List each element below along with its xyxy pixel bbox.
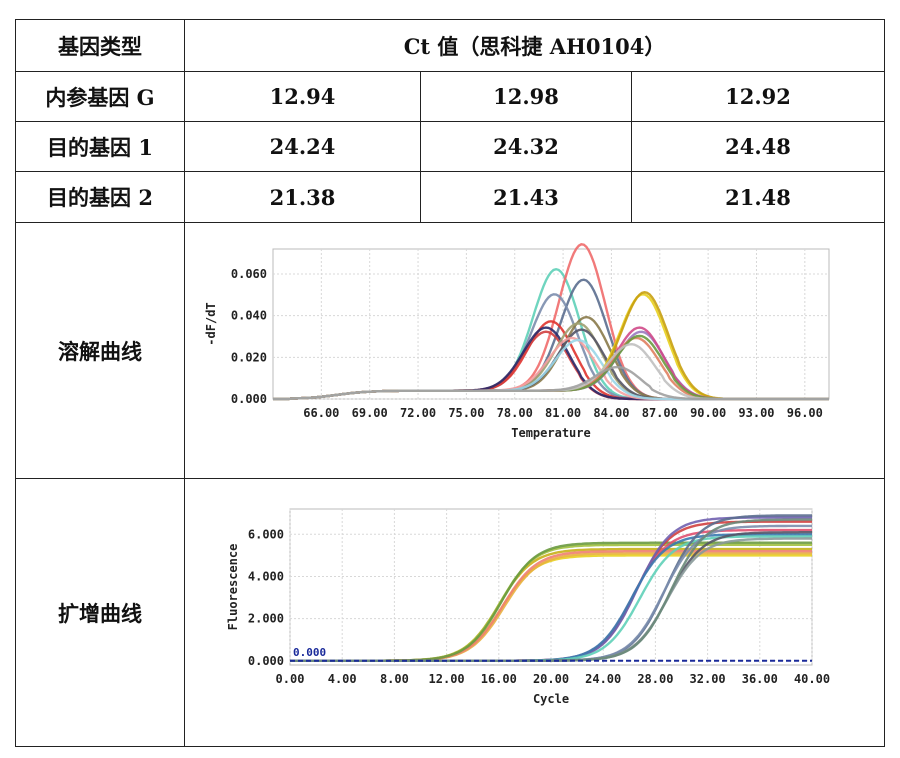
x-tick-label: 16.00: [481, 672, 517, 686]
y-axis-label: Fluorescence: [226, 544, 240, 631]
y-tick-label: 6.000: [248, 527, 284, 541]
y-tick-label: 0.060: [231, 267, 267, 281]
y-tick-label: 4.000: [248, 569, 284, 583]
ct-cell: 12.98: [420, 71, 632, 122]
x-tick-label: 40.00: [794, 672, 830, 686]
ct-cell: 12.92: [630, 71, 886, 122]
x-tick-label: 87.00: [642, 406, 678, 420]
amp-curve-cell: 0.00 4.00 8.00 12.00 16.00 20.00 24.00 28.00 32.…: [183, 478, 886, 747]
x-axis-label: Temperature: [511, 426, 590, 440]
x-tick-label: 24.00: [585, 672, 621, 686]
table-row: 目的基因 1 24.24 24.32 24.48: [15, 121, 886, 172]
x-tick-label: 8.00: [380, 672, 409, 686]
melt-curve-cell: 66.00 69.00 72.00 75.00 78.00 81.00 84.00 87.00…: [183, 222, 886, 479]
y-tick-label: 0.040: [231, 309, 267, 323]
ct-cell: 21.48: [630, 171, 886, 223]
melt-curve-row: 溶解曲线 66.00 69.00 72.00 75.00 78.00 81.00 84.00…: [15, 222, 886, 479]
x-tick-label: 69.00: [352, 406, 388, 420]
table-row: 目的基因 2 21.38 21.43 21.48: [15, 171, 886, 223]
x-tick-label: 96.00: [787, 406, 823, 420]
row-label: 目的基因 1: [15, 121, 185, 172]
x-tick-label: 0.00: [276, 672, 305, 686]
x-tick-label: 66.00: [303, 406, 339, 420]
threshold-label: 0.000: [293, 646, 326, 659]
x-tick-label: 12.00: [429, 672, 465, 686]
melt-curve-chart: 66.00 69.00 72.00 75.00 78.00 81.00 84.00 87.00…: [204, 243, 830, 440]
table-row: 内参基因 G 12.94 12.98 12.92: [15, 71, 886, 122]
x-axis-label: Cycle: [533, 692, 569, 706]
x-tick-label: 75.00: [448, 406, 484, 420]
y-tick-label: 0.000: [231, 392, 267, 406]
ct-cell: 24.32: [420, 121, 632, 172]
x-tick-label: 84.00: [593, 406, 629, 420]
x-tick-label: 72.00: [400, 406, 436, 420]
x-tick-label: 93.00: [738, 406, 774, 420]
header-row: 基因类型 Ct 值（思科捷 AH0104）: [15, 19, 886, 72]
amp-curve-chart: 0.00 4.00 8.00 12.00 16.00 20.00 24.00 28.00 32.…: [226, 508, 830, 706]
ct-cell: 24.48: [630, 121, 886, 172]
y-tick-label: 2.000: [248, 612, 284, 626]
x-tick-label: 81.00: [545, 406, 581, 420]
x-tick-label: 4.00: [328, 672, 357, 686]
x-tick-label: 32.00: [690, 672, 726, 686]
ct-cell: 24.24: [184, 121, 421, 172]
x-tick-label: 20.00: [533, 672, 569, 686]
melt-curve-label: 溶解曲线: [15, 222, 185, 479]
header-gene-type: 基因类型: [15, 19, 185, 72]
results-table: 基因类型 Ct 值（思科捷 AH0104） 内参基因 G 12.94 12.98…: [15, 19, 886, 747]
row-label: 目的基因 2: [15, 171, 185, 223]
x-tick-label: 36.00: [742, 672, 778, 686]
x-tick-label: 78.00: [497, 406, 533, 420]
ct-cell: 21.38: [184, 171, 421, 223]
x-tick-label: 28.00: [637, 672, 673, 686]
y-tick-label: 0.000: [248, 654, 284, 668]
ct-cell: 21.43: [420, 171, 632, 223]
row-label: 内参基因 G: [15, 71, 185, 122]
y-tick-label: 0.020: [231, 350, 267, 364]
amp-curve-label: 扩增曲线: [15, 478, 185, 747]
ct-cell: 12.94: [184, 71, 421, 122]
amp-curve-row: 扩增曲线 0.00 4.00 8.00 12.00 16.00 20.00 24.00 28.…: [15, 478, 886, 747]
series-line: [273, 365, 829, 401]
header-ct-value: Ct 值（思科捷 AH0104）: [183, 19, 886, 72]
x-tick-label: 90.00: [690, 406, 726, 420]
y-axis-label: -dF/dT: [204, 302, 218, 345]
series-group: [273, 243, 829, 401]
